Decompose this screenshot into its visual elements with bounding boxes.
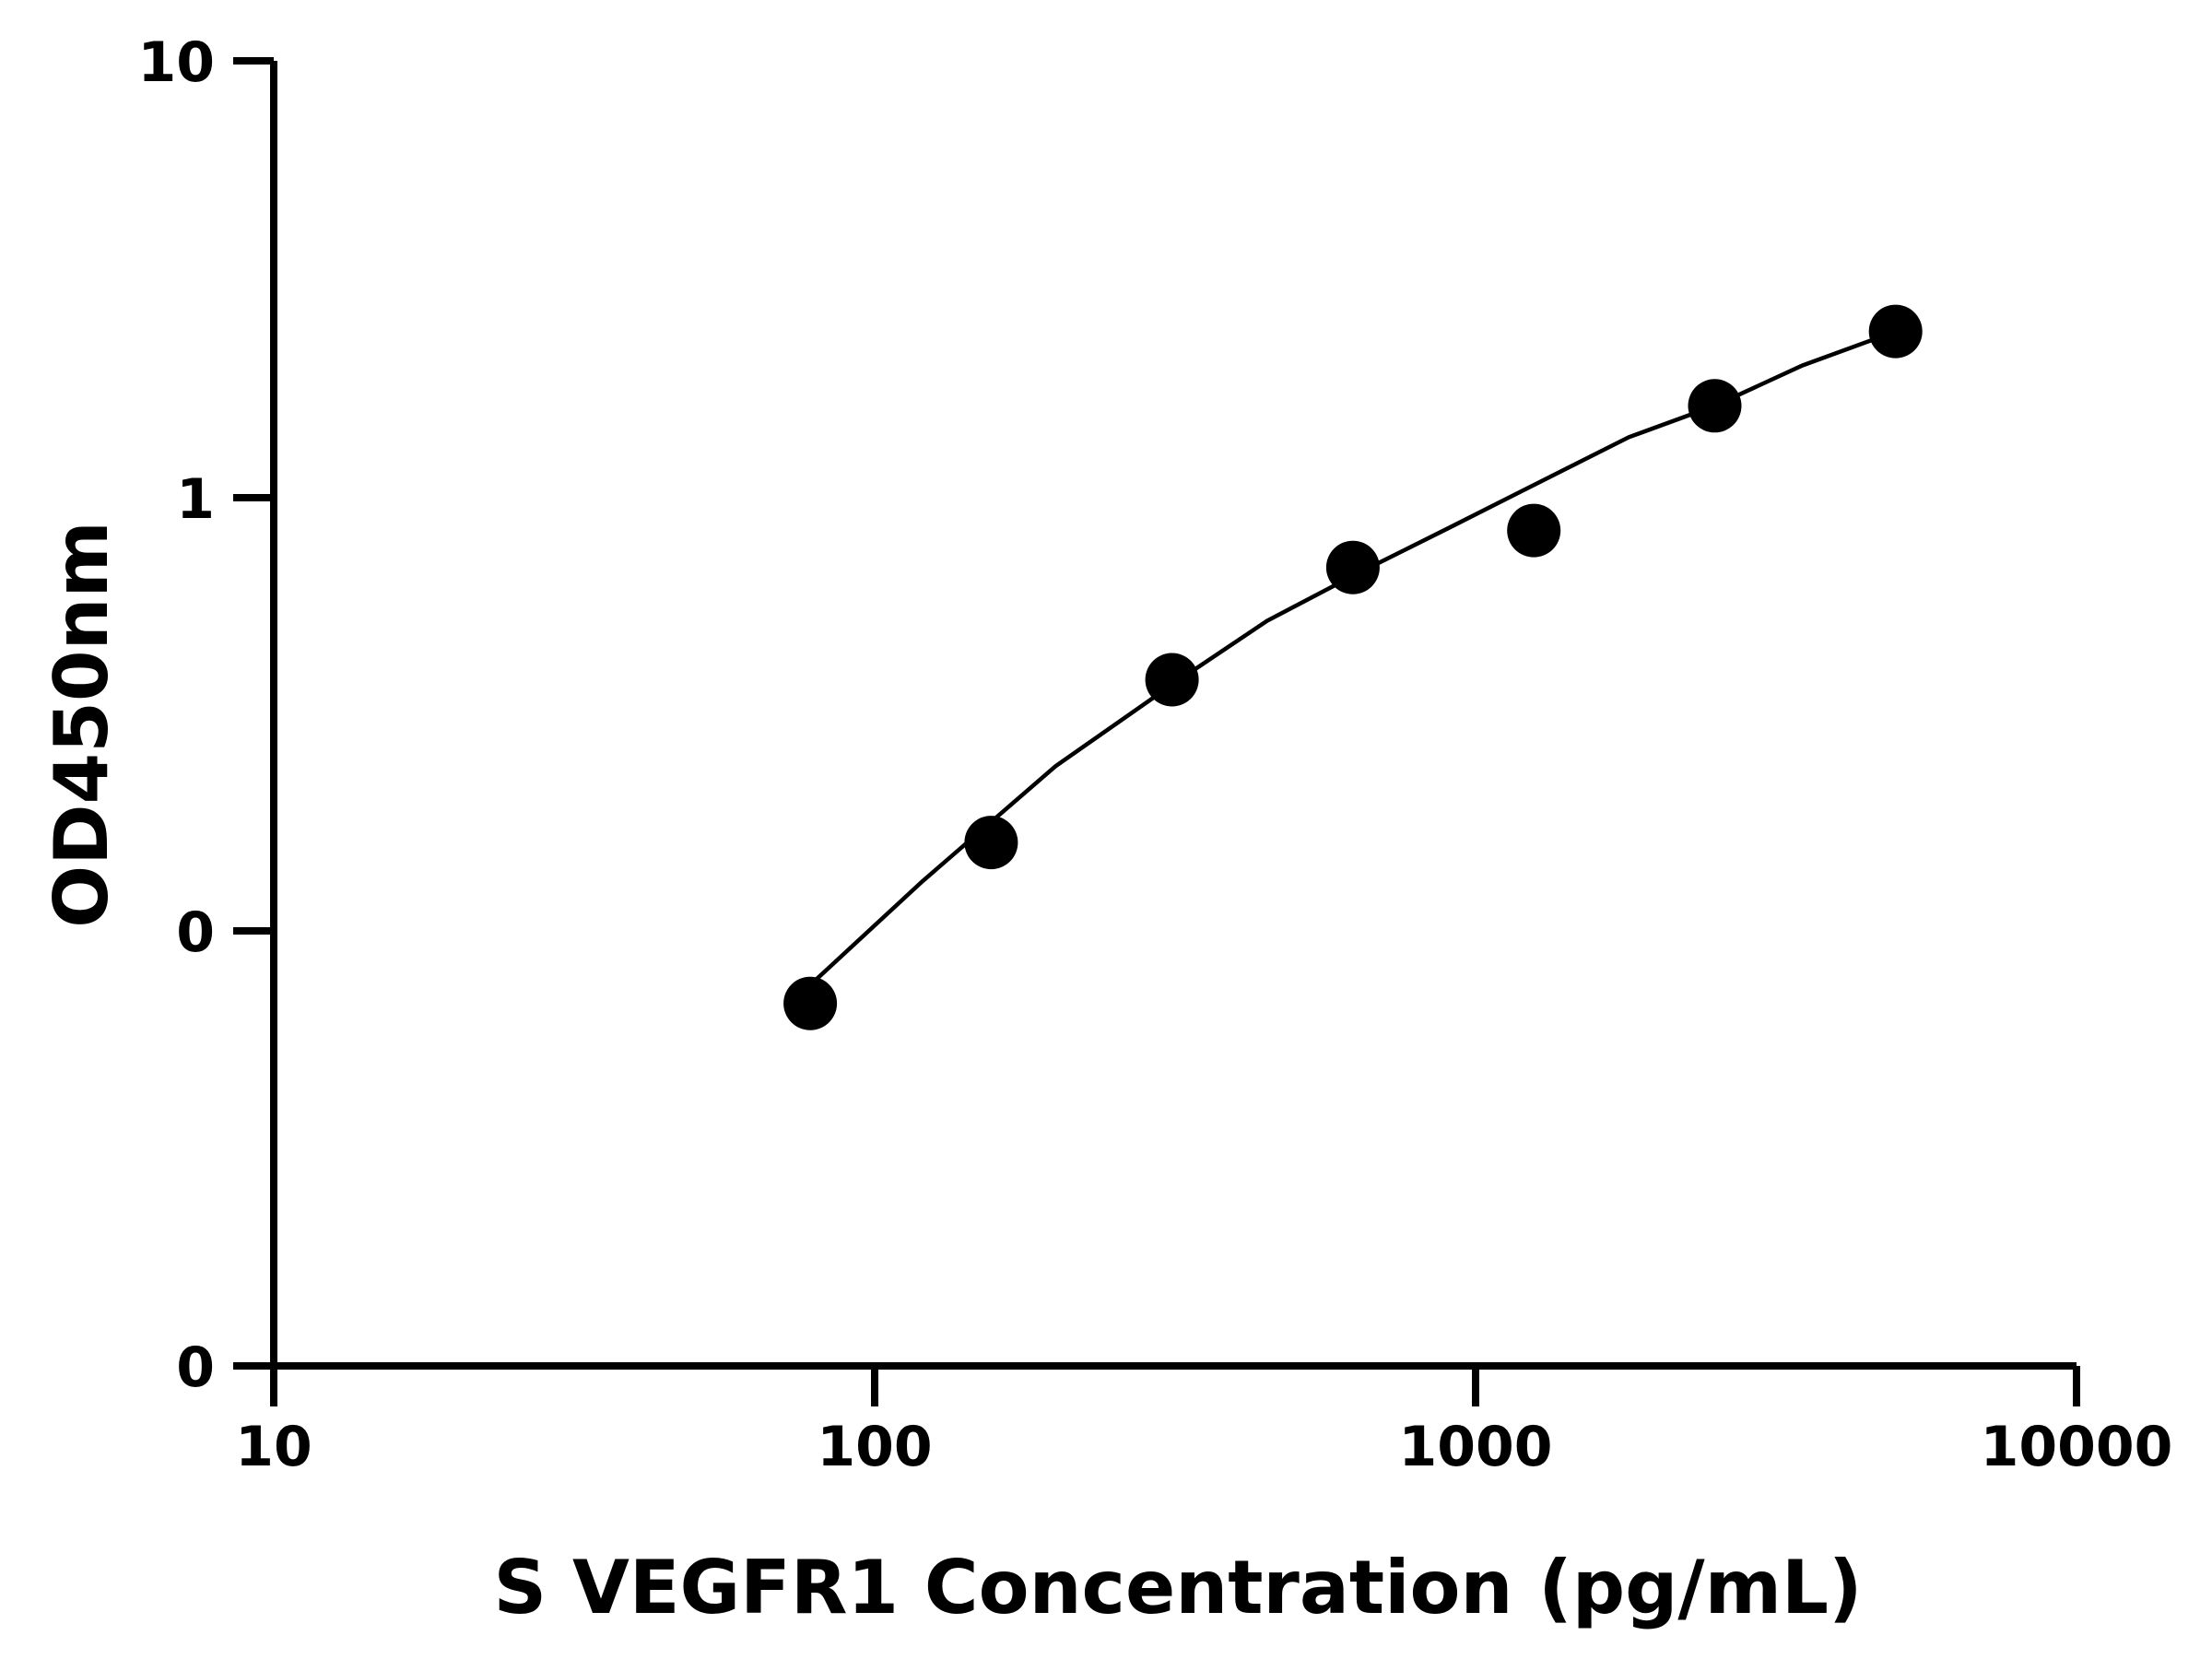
y-axis-ticks: 0 0 1 10 (138, 30, 274, 1400)
data-point (964, 816, 1018, 870)
x-tick-label: 100 (817, 1415, 932, 1479)
data-point (1507, 503, 1561, 558)
data-point (1325, 540, 1380, 594)
data-point (783, 976, 838, 1030)
fit-curve (808, 329, 1897, 987)
x-axis-ticks: 10 100 1000 10000 (235, 1366, 2172, 1479)
data-points (783, 304, 1923, 1030)
x-axis-title: S VEGFR1 Concentration (pg/mL) (493, 1545, 1862, 1630)
y-axis-title: OD450nm (39, 521, 124, 928)
y-tick-label: 0 (176, 900, 215, 965)
y-tick-label: 0 (176, 1335, 215, 1400)
x-tick-label: 1000 (1399, 1415, 1553, 1479)
x-tick-label: 10000 (1981, 1415, 2173, 1479)
x-tick-label: 10 (235, 1415, 312, 1479)
axes (233, 61, 2077, 1370)
data-point (1688, 379, 1742, 433)
y-tick-label: 1 (176, 467, 215, 532)
data-point (1868, 304, 1923, 359)
y-tick-label: 10 (138, 30, 216, 95)
data-point (1145, 653, 1199, 707)
